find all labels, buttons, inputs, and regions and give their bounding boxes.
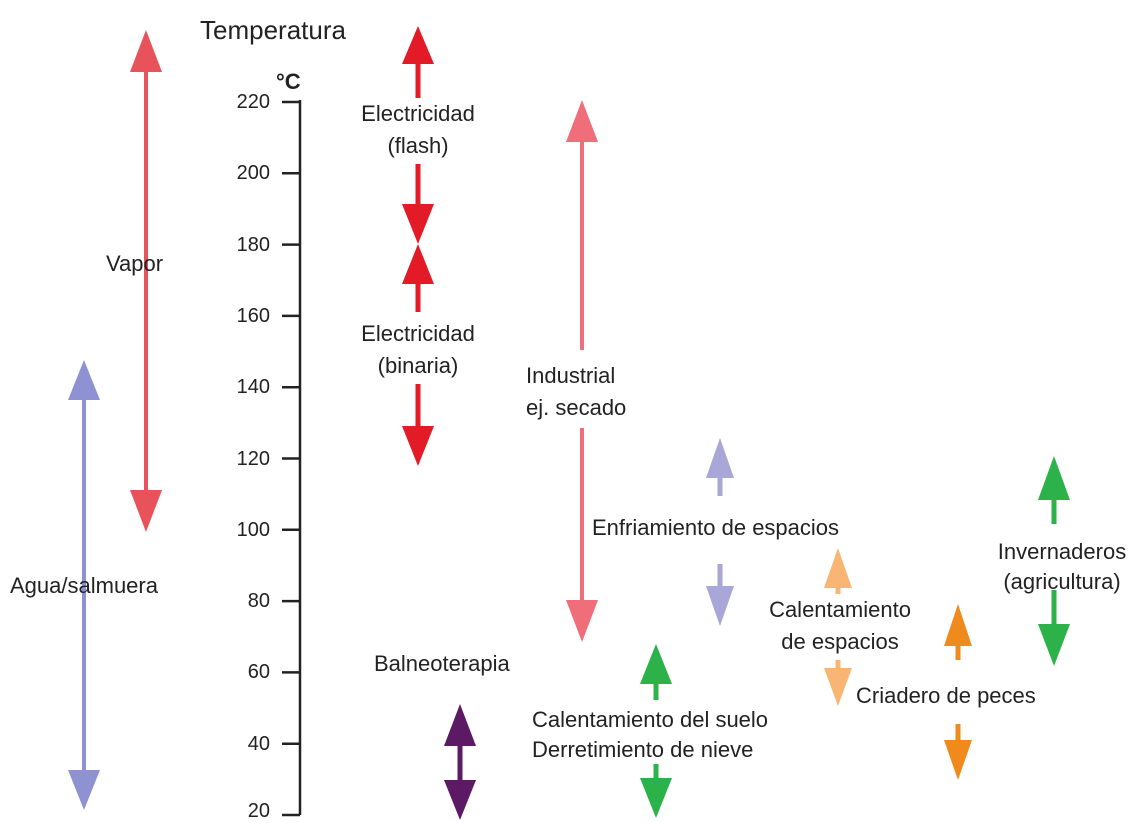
axis-tick-label: 160 xyxy=(236,304,270,327)
balneotherapy-arrow xyxy=(444,704,476,820)
vapor-arrow xyxy=(130,30,162,532)
fish-farming-arrow xyxy=(944,604,972,780)
axis-tick-label: 20 xyxy=(247,800,270,822)
space-heating-label-line2: de espacios xyxy=(781,629,899,654)
space-cooling-label: Enfriamiento de espacios xyxy=(592,515,840,540)
space-heating-arrow xyxy=(824,548,852,706)
greenhouse-arrow xyxy=(1038,456,1070,666)
fish-farming-label: Criadero de peces xyxy=(856,683,1036,708)
industrial-label-line1: Industrial xyxy=(526,363,616,388)
greenhouse-label-line1: Invernaderos xyxy=(997,539,1127,564)
axis-tick-label: 200 xyxy=(236,162,270,185)
axis-tick-label: 40 xyxy=(247,732,270,755)
electricity-binary-arrow xyxy=(402,244,434,466)
soil-heating-label-line2: Derretimiento de nieve xyxy=(532,737,754,762)
soil-heating-arrow xyxy=(640,644,672,818)
axis-tick-label: 80 xyxy=(247,590,270,613)
water-brine-label: Agua/salmuera xyxy=(10,573,158,598)
electricity-flash-arrow xyxy=(402,26,434,244)
water-brine-arrow xyxy=(68,360,100,810)
axis-ticks xyxy=(282,100,300,817)
axis-tick-label: 180 xyxy=(236,233,270,256)
electricity-binary-label-line1: Electricidad xyxy=(361,321,475,346)
soil-heating-label-line1: Calentamiento del suelo xyxy=(532,707,769,732)
vapor-label: Vapor xyxy=(106,251,164,276)
industrial-arrow xyxy=(566,100,598,642)
electricity-flash-label-line2: (flash) xyxy=(387,133,449,158)
electricity-binary-label-line2: (binaria) xyxy=(377,353,459,378)
axis-tick-label: 140 xyxy=(236,376,270,399)
balneotherapy-label: Balneoterapia xyxy=(374,651,510,676)
axis-tick-label: 220 xyxy=(236,91,270,113)
industrial-label-line2: ej. secado xyxy=(526,395,627,420)
electricity-flash-label-line1: Electricidad xyxy=(361,101,475,126)
axis-title: Temperatura xyxy=(200,15,346,45)
space-heating-label-line1: Calentamiento xyxy=(769,597,911,622)
axis-unit: °C xyxy=(276,69,301,94)
axis-tick-label: 120 xyxy=(236,447,270,470)
axis-tick-label: 60 xyxy=(247,661,270,684)
axis-tick-label: 100 xyxy=(236,518,270,541)
space-cooling-arrow xyxy=(706,438,734,626)
greenhouse-label-line2: (agricultura) xyxy=(1003,569,1121,594)
